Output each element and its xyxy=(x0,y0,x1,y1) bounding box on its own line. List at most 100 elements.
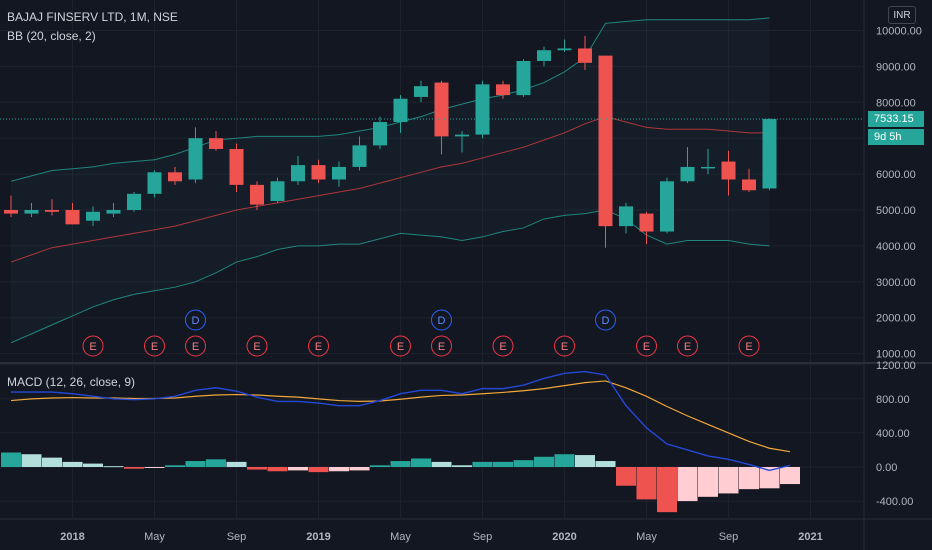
price-tick-label: 2000.00 xyxy=(876,313,916,325)
macd-histogram-bar xyxy=(103,466,124,468)
candle-body xyxy=(291,165,305,182)
macd-histogram-bar xyxy=(759,467,780,489)
time-tick-label: May xyxy=(144,531,165,543)
candle-body xyxy=(537,50,551,62)
candle-body xyxy=(742,179,756,191)
macd-histogram-bar xyxy=(472,461,493,467)
macd-histogram-bar xyxy=(616,467,636,486)
time-tick-label: 2021 xyxy=(798,531,822,543)
macd-histogram-bar xyxy=(698,467,718,497)
candle-body xyxy=(455,134,469,137)
earnings-marker-label: E xyxy=(643,341,650,353)
candle-body xyxy=(106,210,121,214)
macd-histogram-bar xyxy=(349,467,370,471)
macd-histogram-bar xyxy=(206,459,226,467)
candle-body xyxy=(127,193,141,210)
macd-histogram-bar xyxy=(1,452,21,467)
currency-badge[interactable]: INR xyxy=(888,6,916,24)
macd-histogram-bar xyxy=(247,467,267,470)
earnings-marker xyxy=(554,335,575,357)
last-price-tag: 7533.15 xyxy=(868,111,924,128)
macd-histogram-bar xyxy=(739,467,759,490)
earnings-marker xyxy=(308,335,329,357)
bb-basis-line xyxy=(10,116,770,263)
candle-body xyxy=(639,213,654,232)
earnings-marker-label: E xyxy=(397,341,404,353)
candle-body xyxy=(4,210,18,214)
earnings-marker xyxy=(390,335,411,357)
earnings-marker-label: E xyxy=(745,341,752,353)
macd-histogram-bar xyxy=(21,454,42,467)
time-tick-label: May xyxy=(390,531,411,543)
macd-histogram-bar xyxy=(226,461,247,467)
macd-histogram-bar xyxy=(554,454,575,467)
price-tick-label: 4000.00 xyxy=(876,241,916,253)
earnings-marker-label: E xyxy=(438,341,445,353)
macd-histogram-bar xyxy=(370,465,390,467)
candle-body xyxy=(229,148,244,185)
candle-body xyxy=(434,82,449,137)
candle-body xyxy=(45,210,59,212)
macd-tick-label: 0.00 xyxy=(876,462,897,474)
candle-body xyxy=(598,55,613,227)
macd-histogram-bar xyxy=(185,461,206,467)
time-tick-label: Sep xyxy=(719,531,739,543)
macd-histogram-bar xyxy=(42,457,62,467)
time-tick-label: 2020 xyxy=(552,531,576,543)
macd-histogram-bar xyxy=(718,467,739,494)
candle-body xyxy=(147,172,162,194)
macd-histogram-bar xyxy=(431,461,452,467)
macd-histogram-bar xyxy=(534,456,554,467)
bb-upper-line xyxy=(10,17,770,182)
earnings-marker xyxy=(82,335,104,357)
candle-body xyxy=(578,48,592,63)
price-tick-label: 1000.00 xyxy=(876,349,916,361)
macd-histogram-bar xyxy=(144,467,165,468)
earnings-marker-label: E xyxy=(192,341,199,353)
bar-countdown-tag: 9d 5h xyxy=(868,129,924,146)
macd-tick-label: -400.00 xyxy=(876,496,913,508)
price-tick-label: 10000.00 xyxy=(876,26,922,38)
macd-tick-label: 400.00 xyxy=(876,428,910,440)
macd-histogram-bar xyxy=(288,467,308,471)
candle-body xyxy=(414,86,428,97)
candle-body xyxy=(721,161,736,180)
bb-indicator-label[interactable]: BB (20, close, 2) xyxy=(7,29,96,43)
earnings-marker xyxy=(677,335,698,357)
candle-body xyxy=(680,166,695,182)
candle-body xyxy=(475,84,490,135)
candle-body xyxy=(516,61,531,96)
macd-histogram-bar xyxy=(677,467,698,502)
macd-histogram-bar xyxy=(657,467,677,513)
time-tick-label: May xyxy=(636,531,657,543)
earnings-marker-label: E xyxy=(684,341,691,353)
time-tick-label: 2018 xyxy=(60,531,84,543)
symbol-title: BAJAJ FINSERV LTD, 1M, NSE xyxy=(7,10,178,24)
candle-body xyxy=(311,165,326,180)
earnings-marker-label: E xyxy=(315,341,322,353)
price-tick-label: 6000.00 xyxy=(876,169,916,181)
earnings-marker xyxy=(492,335,514,357)
candle-body xyxy=(168,172,182,182)
candle-body xyxy=(86,211,100,221)
candle-body xyxy=(393,98,408,123)
macd-tick-label: 1200.00 xyxy=(876,360,916,372)
earnings-marker xyxy=(431,335,452,357)
macd-line xyxy=(11,370,791,472)
candle-body xyxy=(65,210,80,225)
macd-tick-label: 800.00 xyxy=(876,394,910,406)
macd-histogram-bar xyxy=(62,461,83,467)
macd-histogram-bar xyxy=(780,467,800,485)
candle-body xyxy=(188,138,203,180)
macd-histogram-bar xyxy=(329,467,349,472)
macd-indicator-label[interactable]: MACD (12, 26, close, 9) xyxy=(7,375,136,389)
dividend-marker xyxy=(595,309,616,331)
dividend-marker-label: D xyxy=(438,315,446,327)
candle-body xyxy=(332,166,346,180)
candle-body xyxy=(660,181,674,232)
price-tick-label: 3000.00 xyxy=(876,277,916,289)
time-tick-label: Sep xyxy=(227,531,247,543)
price-tick-label: 9000.00 xyxy=(876,61,916,73)
earnings-marker xyxy=(246,335,268,357)
